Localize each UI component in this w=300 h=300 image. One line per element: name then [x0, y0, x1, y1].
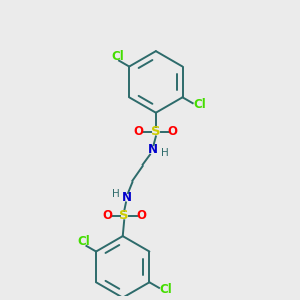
Text: Cl: Cl [194, 98, 206, 111]
Text: Cl: Cl [111, 50, 124, 63]
Text: O: O [134, 125, 144, 138]
Text: H: H [112, 189, 119, 199]
Text: H: H [161, 148, 169, 158]
Text: O: O [102, 209, 112, 222]
Text: Cl: Cl [77, 235, 90, 248]
Text: N: N [122, 191, 131, 204]
Text: N: N [148, 143, 158, 156]
Text: Cl: Cl [159, 283, 172, 296]
Text: S: S [151, 125, 161, 138]
Text: O: O [168, 125, 178, 138]
Text: S: S [119, 209, 129, 222]
Text: O: O [136, 209, 146, 222]
